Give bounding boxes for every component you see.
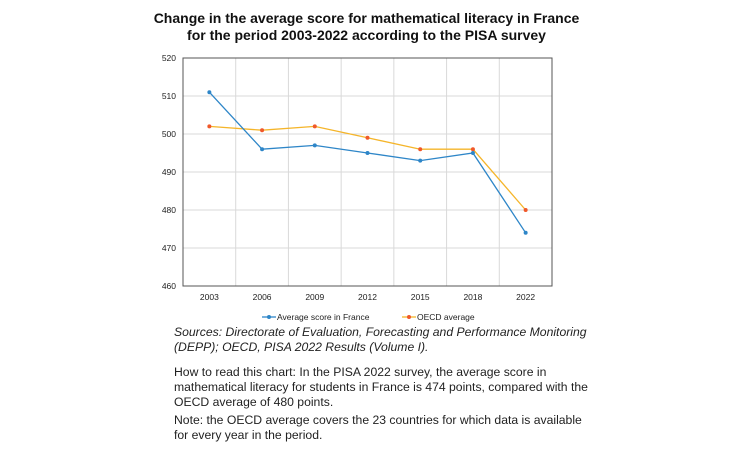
data-point [260, 128, 265, 133]
y-tick-label: 470 [162, 243, 176, 253]
data-point [418, 158, 423, 163]
data-point [523, 230, 528, 235]
y-tick-label: 460 [162, 281, 176, 291]
note-text: Note: the OECD average covers the 23 cou… [174, 413, 582, 442]
y-tick-label: 490 [162, 167, 176, 177]
legend-label: OECD average [417, 312, 475, 322]
y-tick-label: 520 [162, 53, 176, 63]
x-tick-label: 2022 [516, 292, 535, 302]
data-point [207, 90, 212, 95]
plot-frame [182, 57, 553, 287]
data-point [470, 147, 475, 152]
legend-marker [407, 315, 411, 319]
how-to-read-text: How to read this chart: In the PISA 2022… [174, 365, 588, 409]
data-point [260, 147, 265, 152]
series-line [208, 91, 527, 234]
y-tick-label: 510 [162, 91, 176, 101]
title-line-2: for the period 2003-2022 according to th… [187, 27, 546, 43]
x-tick-label: 2009 [305, 292, 324, 302]
data-point [312, 143, 317, 148]
y-tick-label: 480 [162, 205, 176, 215]
x-tick-label: 2012 [358, 292, 377, 302]
x-tick-label: 2006 [253, 292, 272, 302]
y-tick-label: 500 [162, 129, 176, 139]
data-point [418, 147, 423, 152]
data-point [470, 151, 475, 155]
x-tick-label: 2018 [463, 292, 482, 302]
data-point [365, 135, 370, 140]
data-point [365, 151, 370, 155]
data-point [207, 124, 212, 129]
x-tick-label: 2015 [411, 292, 430, 302]
sources-text: Sources: Directorate of Evaluation, Fore… [174, 325, 587, 354]
x-tick-label: 2003 [200, 292, 219, 302]
legend-marker [267, 315, 271, 319]
legend-label: Average score in France [277, 312, 370, 322]
data-point [312, 124, 317, 129]
chart-title: Change in the average score for mathemat… [0, 10, 733, 44]
data-point [523, 208, 528, 212]
title-line-1: Change in the average score for mathemat… [153, 10, 580, 26]
